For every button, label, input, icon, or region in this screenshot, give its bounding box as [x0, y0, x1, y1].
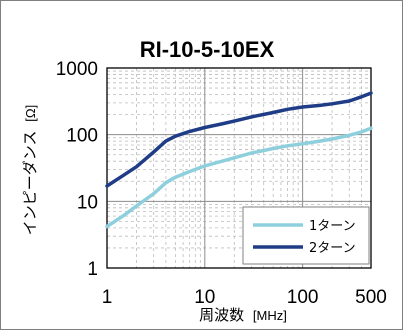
y-axis-unit: [Ω] [23, 105, 38, 122]
y-axis-label-text: インピーダンス [21, 131, 39, 236]
legend-box [242, 206, 370, 265]
legend-label-1: 1ターン [309, 219, 356, 234]
y-axis-label: インピーダンス [Ω] [21, 105, 39, 235]
x-tick-label: 10 [194, 287, 215, 308]
x-axis-label-text: 周波数 [199, 306, 244, 324]
series-line-1 [105, 126, 373, 229]
x-tick-label: 1 [102, 287, 113, 308]
x-axis-label: 周波数 [MHz] [199, 306, 287, 324]
legend: 1ターン 2ターン [242, 206, 370, 265]
grid [107, 68, 371, 268]
plot-area-border [106, 67, 372, 269]
x-tick-labels: 1 10 100 500 [102, 287, 387, 308]
y-tick-label: 1000 [56, 59, 98, 80]
series-layer [105, 91, 373, 229]
y-tick-labels: 1 10 100 1000 [56, 59, 98, 280]
y-tick-label: 100 [66, 126, 98, 147]
y-tick-label: 10 [77, 192, 98, 213]
x-axis-unit: [MHz] [253, 308, 287, 323]
chart-title: RI-10-5-10EX [140, 37, 275, 62]
legend-label-2: 2ターン [309, 241, 356, 256]
x-tick-label: 100 [287, 287, 319, 308]
x-tick-label: 500 [355, 287, 387, 308]
y-tick-label: 1 [87, 259, 98, 280]
series-line-2 [105, 91, 373, 188]
